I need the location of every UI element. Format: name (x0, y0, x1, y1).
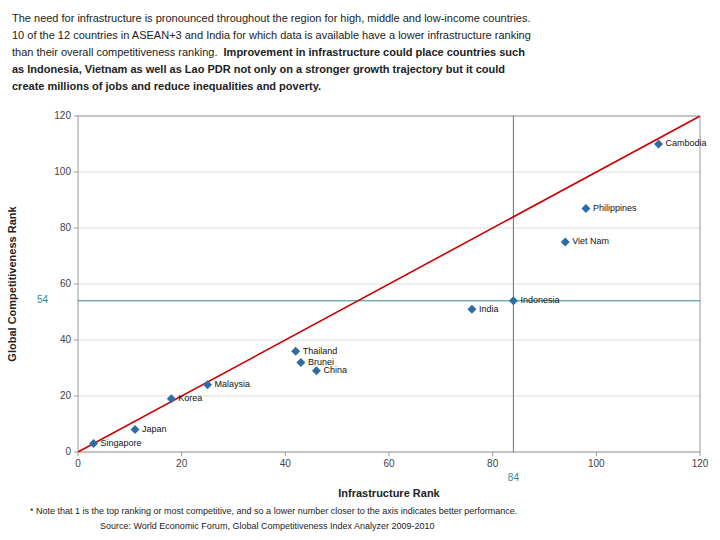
annotation-text: The need for infrastructure is pronounce… (12, 12, 531, 24)
reference-line (513, 116, 514, 452)
point (131, 425, 140, 434)
reference-label: 84 (508, 472, 520, 483)
x-tick (181, 452, 182, 456)
annotation-text: than their overall competitiveness ranki… (12, 46, 217, 58)
annotation-text: as Indonesia, Vietnam as well as Lao PDR… (12, 63, 505, 75)
diagonal-line (78, 116, 700, 452)
y-tick-label: 20 (60, 390, 72, 401)
footnote: * Note that 1 is the top ranking or most… (30, 506, 517, 516)
point (654, 140, 663, 149)
y-tick-label: 60 (60, 278, 72, 289)
grid-line (78, 340, 700, 341)
annotation-text: create millions of jobs and reduce inequ… (12, 80, 321, 92)
reference-line (78, 300, 700, 301)
point (467, 305, 476, 314)
x-tick-label: 40 (280, 458, 292, 469)
y-tick-label: 0 (65, 446, 71, 457)
point-label: Brunei (308, 357, 334, 367)
x-tick (596, 452, 597, 456)
point (509, 296, 518, 305)
annotation-text: Improvement in infrastructure could plac… (217, 46, 525, 58)
point (203, 380, 212, 389)
point-label: Cambodia (666, 138, 707, 148)
x-tick (285, 452, 286, 456)
y-tick (74, 172, 78, 173)
point-label: Singapore (101, 438, 142, 448)
y-tick (74, 340, 78, 341)
point-label: Philippines (593, 203, 637, 213)
x-tick-label: 80 (487, 458, 499, 469)
annotation-line: create millions of jobs and reduce inequ… (12, 80, 321, 92)
y-tick (74, 116, 78, 117)
plot-frame (78, 116, 700, 452)
grid-line (78, 228, 700, 229)
point-label: Japan (142, 424, 167, 434)
x-tick (492, 452, 493, 456)
x-tick (700, 452, 701, 456)
point (312, 366, 321, 375)
point-label: Indonesia (520, 295, 559, 305)
point (561, 238, 570, 247)
y-tick (74, 396, 78, 397)
y-tick-label: 100 (54, 166, 71, 177)
y-tick (74, 228, 78, 229)
x-tick-label: 0 (75, 458, 81, 469)
y-axis-label: Global Competitiveness Rank (6, 205, 18, 361)
point (167, 394, 176, 403)
reference-label: 54 (37, 294, 49, 305)
chart: The need for infrastructure is pronounce… (0, 0, 720, 540)
y-tick-label: 120 (54, 110, 71, 121)
y-tick-label: 80 (60, 222, 72, 233)
x-tick-label: 120 (692, 458, 709, 469)
grid-line (78, 172, 700, 173)
point (89, 439, 98, 448)
point-label: Korea (178, 393, 202, 403)
point (581, 204, 590, 213)
annotation-line: 10 of the 12 countries in ASEAN+3 and In… (12, 29, 531, 41)
x-tick (389, 452, 390, 456)
point-label: Malaysia (215, 379, 251, 389)
point-label: India (479, 304, 499, 314)
footnote: Source: World Economic Forum, Global Com… (100, 521, 435, 531)
plot-marks (78, 116, 700, 452)
x-tick-label: 20 (176, 458, 188, 469)
y-tick (74, 452, 78, 453)
annotation-line: The need for infrastructure is pronounce… (12, 12, 531, 24)
annotation-line: as Indonesia, Vietnam as well as Lao PDR… (12, 63, 505, 75)
x-tick-label: 60 (383, 458, 395, 469)
x-axis-label: Infrastructure Rank (338, 487, 440, 499)
x-tick (78, 452, 79, 456)
point-label: Thailand (303, 346, 338, 356)
y-tick-label: 40 (60, 334, 72, 345)
point (296, 358, 305, 367)
x-tick-label: 100 (588, 458, 605, 469)
y-tick (74, 284, 78, 285)
annotation-line: than their overall competitiveness ranki… (12, 46, 525, 58)
point (291, 347, 300, 356)
point-label: Viet Nam (572, 236, 609, 246)
annotation-text: 10 of the 12 countries in ASEAN+3 and In… (12, 29, 531, 41)
